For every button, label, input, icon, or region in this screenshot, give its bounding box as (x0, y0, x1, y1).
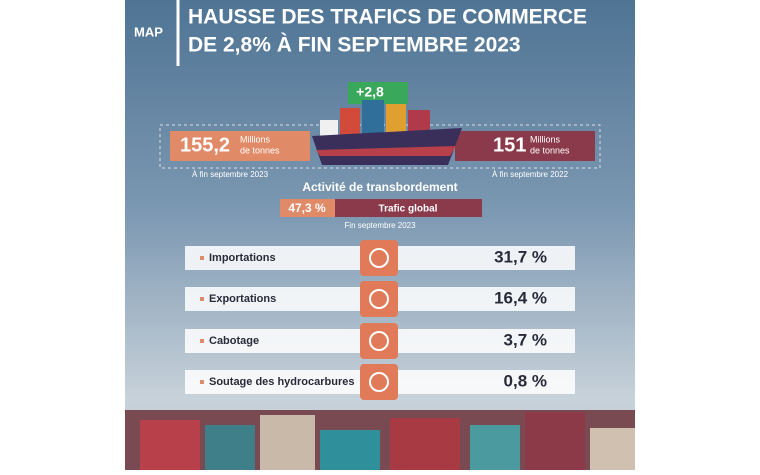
containers (125, 410, 635, 470)
row-value: 31,7 % (494, 247, 547, 266)
row-value: 0,8 % (504, 371, 547, 390)
share-box (280, 199, 335, 217)
ship (312, 100, 462, 165)
left-unit: Millions (240, 134, 271, 144)
row-bullet (200, 297, 204, 301)
row-icon-glyph (369, 248, 389, 268)
row-label: Soutage des hydrocarbures (209, 376, 355, 388)
row-label: Importations (209, 252, 276, 264)
badge: +2,8 (356, 84, 384, 100)
label-box (335, 199, 482, 217)
rows: Importations 31,7 % Exportations 16,4 % Cabo… (185, 240, 575, 400)
right-unit: Millions (530, 134, 561, 144)
row-icon (360, 323, 398, 359)
right-value: 151 (493, 134, 526, 156)
left-box (170, 131, 310, 161)
row-value: 3,7 % (504, 330, 547, 349)
row-value: 16,4 % (494, 288, 547, 307)
share-label: Trafic global (379, 204, 438, 215)
right-caption: À fin septembre 2022 (492, 170, 569, 179)
badge-box (348, 82, 408, 104)
row-label: Cabotage (209, 335, 259, 347)
row-bullet (200, 380, 204, 384)
logo: MAP (134, 24, 163, 39)
title-line: DE 2,8% À FIN SEPTEMBRE 2023 (188, 34, 521, 57)
row-bullet (200, 256, 204, 260)
row-icon (360, 240, 398, 276)
right-box (455, 131, 595, 161)
section-title: Activité de transbordement (302, 180, 457, 194)
row-label: Exportations (209, 293, 276, 305)
share-caption: Fin septembre 2023 (344, 221, 416, 230)
left-value: 155,2 (180, 134, 230, 156)
row-icon-glyph (369, 372, 389, 392)
left-unit: de tonnes (240, 145, 280, 155)
row-icon (360, 364, 398, 400)
right-unit: de tonnes (530, 145, 570, 155)
row-icon (360, 281, 398, 317)
row-icon-glyph (369, 289, 389, 309)
row-bullet (200, 339, 204, 343)
share-value: 47,3 % (288, 201, 326, 215)
frame (159, 124, 601, 169)
left-caption: À fin septembre 2023 (192, 170, 269, 179)
row-icon-glyph (369, 331, 389, 351)
title-line: HAUSSE DES TRAFICS DE COMMERCE (188, 6, 587, 29)
